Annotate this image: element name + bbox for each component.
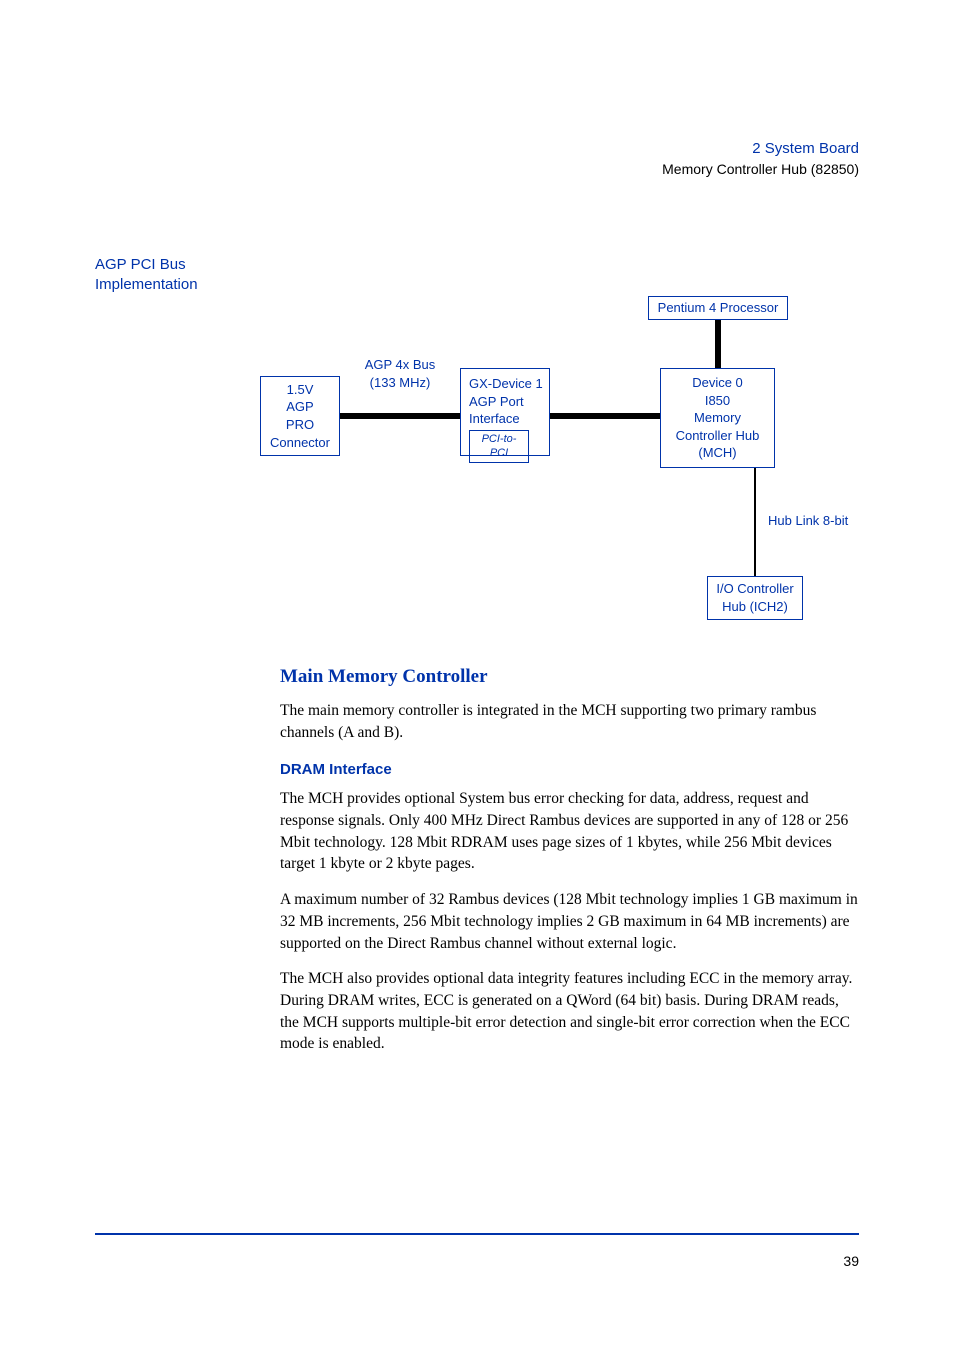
agp-connector-box: 1.5V AGP PRO Connector — [260, 376, 340, 456]
mch-l4: Controller Hub — [676, 427, 760, 445]
agp-bus-l1: AGP 4x Bus — [365, 357, 436, 372]
mch-l5: (MCH) — [698, 444, 736, 462]
page-container: 2 System Board Memory Controller Hub (82… — [0, 0, 954, 1351]
footer-divider — [95, 1233, 859, 1235]
agp-connector-l3: PRO — [286, 416, 314, 434]
gx-device-l2: AGP Port — [469, 393, 524, 411]
agp-connector-l1: 1.5V — [287, 381, 314, 399]
line-gx-to-mch — [550, 413, 660, 419]
processor-box: Pentium 4 Processor — [648, 296, 788, 320]
pci-to-pci-box: PCI-to-PCI — [469, 430, 529, 464]
agp-diagram: 1.5V AGP PRO Connector AGP 4x Bus (133 M… — [260, 296, 860, 646]
p2: The MCH provides optional System bus err… — [280, 788, 860, 875]
line-agp-to-gx — [340, 413, 460, 419]
mch-l1: Device 0 — [692, 374, 743, 392]
chapter-title: 2 System Board — [662, 140, 859, 157]
gx-device-l3: Interface — [469, 410, 520, 428]
line-mch-down — [754, 468, 756, 576]
hub-link-label: Hub Link 8-bit — [768, 512, 868, 530]
gx-device-box: GX-Device 1 AGP Port Interface PCI-to-PC… — [460, 368, 550, 456]
dram-heading: DRAM Interface — [280, 761, 860, 778]
p3: A maximum number of 32 Rambus devices (1… — [280, 889, 860, 954]
ich-l1: I/O Controller — [716, 580, 793, 598]
main-memory-heading: Main Memory Controller — [280, 666, 860, 688]
gx-device-l1: GX-Device 1 — [469, 375, 543, 393]
ich-box: I/O Controller Hub (ICH2) — [707, 576, 803, 620]
p1: The main memory controller is integrated… — [280, 700, 860, 743]
main-content: Main Memory Controller The main memory c… — [280, 666, 860, 1069]
agp-connector-l4: Connector — [270, 434, 330, 452]
ich-l2: Hub (ICH2) — [722, 598, 788, 616]
side-heading: AGP PCI Bus Implementation — [95, 255, 225, 296]
mch-box: Device 0 I850 Memory Controller Hub (MCH… — [660, 368, 775, 468]
mch-l3: Memory — [694, 409, 741, 427]
agp-bus-l2: (133 MHz) — [370, 375, 431, 390]
line-proc-to-mch — [715, 320, 721, 368]
page-header: 2 System Board Memory Controller Hub (82… — [662, 140, 859, 177]
p4: The MCH also provides optional data inte… — [280, 968, 860, 1055]
page-number: 39 — [843, 1253, 859, 1269]
mch-l2: I850 — [705, 392, 730, 410]
agp-connector-l2: AGP — [286, 398, 313, 416]
section-title: Memory Controller Hub (82850) — [662, 161, 859, 177]
agp-bus-label: AGP 4x Bus (133 MHz) — [360, 356, 440, 391]
processor-label: Pentium 4 Processor — [658, 299, 779, 317]
